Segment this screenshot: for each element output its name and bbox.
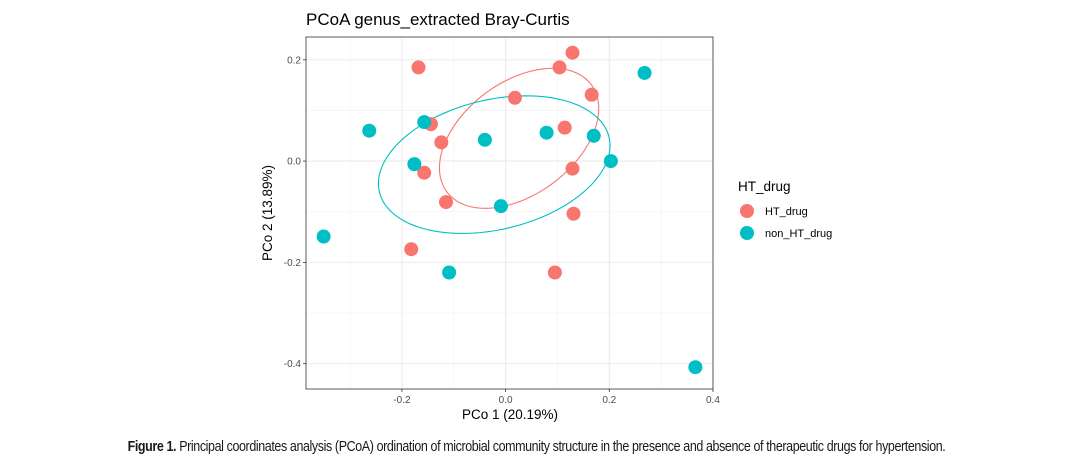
legend-label: non_HT_drug [765, 228, 832, 240]
x-tick-label: -0.2 [393, 395, 411, 406]
panel-border [305, 36, 714, 390]
y-tick-label: -0.2 [284, 258, 302, 269]
data-point [477, 132, 492, 147]
caption-text: Principal coordinates analysis (PCoA) or… [176, 439, 946, 455]
caption-label: Figure 1. [127, 439, 177, 455]
legend-key [740, 226, 754, 240]
data-point [438, 195, 453, 210]
y-axis-title: PCo 2 (13.89%) [260, 165, 275, 261]
legend-title: HT_drug [738, 179, 791, 194]
data-point [566, 206, 581, 221]
data-point [688, 360, 703, 375]
ellipse-ht-drug [438, 67, 600, 209]
chart-title: PCoA genus_extracted Bray-Curtis [306, 10, 570, 29]
x-tick-label: 0.2 [602, 395, 616, 406]
legend-item-ht-drug: HT_drug [740, 204, 808, 218]
data-point [417, 115, 432, 130]
x-tick-label: 0.0 [499, 395, 513, 406]
figure-caption: Figure 1. Principal coordinates analysis… [75, 439, 998, 455]
data-point [603, 154, 618, 169]
data-point [407, 157, 422, 172]
data-point [404, 242, 419, 257]
plot-panel [306, 37, 713, 389]
data-point [584, 87, 599, 102]
data-point [539, 125, 554, 140]
data-point [557, 120, 572, 135]
pcoa-chart: PCoA genus_extracted Bray-Curtis -0.2 0.0… [260, 10, 832, 422]
x-tick-label: 0.4 [706, 395, 720, 406]
data-point [586, 128, 601, 143]
y-tick-label: -0.4 [284, 359, 302, 370]
legend: HT_drug HT_drug non_HT_drug [738, 179, 832, 240]
axes: -0.2 0.0 0.2 0.4 0.2 0.0 -0.2 -0.4 [284, 36, 720, 406]
data-point [493, 199, 508, 214]
data-point [362, 123, 377, 138]
legend-item-non-ht-drug: non_HT_drug [740, 226, 832, 240]
confidence-ellipses [377, 67, 611, 235]
panel-background [306, 37, 713, 389]
legend-label: HT_drug [765, 206, 808, 218]
ellipse-non-ht-drug [377, 95, 611, 235]
x-axis-title: PCo 1 (20.19%) [462, 407, 558, 422]
data-point [565, 161, 580, 176]
y-tick-label: 0.2 [287, 55, 301, 66]
data-point [417, 165, 432, 180]
data-point [316, 229, 331, 244]
data-point [552, 60, 567, 75]
data-points [316, 45, 703, 375]
data-point [411, 60, 426, 75]
data-point [507, 90, 522, 105]
data-point [434, 135, 449, 150]
data-point [442, 265, 457, 280]
series-ht-drug [404, 45, 599, 280]
series-non-ht-drug [316, 65, 703, 375]
y-tick-label: 0.0 [287, 157, 301, 168]
data-point [547, 265, 562, 280]
data-point [565, 45, 580, 60]
legend-key [740, 204, 754, 218]
data-point [637, 65, 652, 80]
